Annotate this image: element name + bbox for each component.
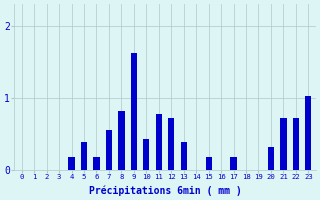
- Bar: [305, 96, 311, 170]
- Bar: [106, 130, 112, 170]
- Bar: [180, 142, 187, 170]
- Bar: [68, 157, 75, 170]
- Bar: [293, 118, 299, 170]
- Bar: [280, 118, 286, 170]
- Bar: [168, 118, 174, 170]
- X-axis label: Précipitations 6min ( mm ): Précipitations 6min ( mm ): [89, 185, 241, 196]
- Bar: [268, 147, 274, 170]
- Bar: [143, 139, 149, 170]
- Bar: [118, 111, 124, 170]
- Bar: [156, 114, 162, 170]
- Bar: [230, 157, 237, 170]
- Bar: [81, 142, 87, 170]
- Bar: [131, 53, 137, 170]
- Bar: [205, 157, 212, 170]
- Bar: [93, 157, 100, 170]
